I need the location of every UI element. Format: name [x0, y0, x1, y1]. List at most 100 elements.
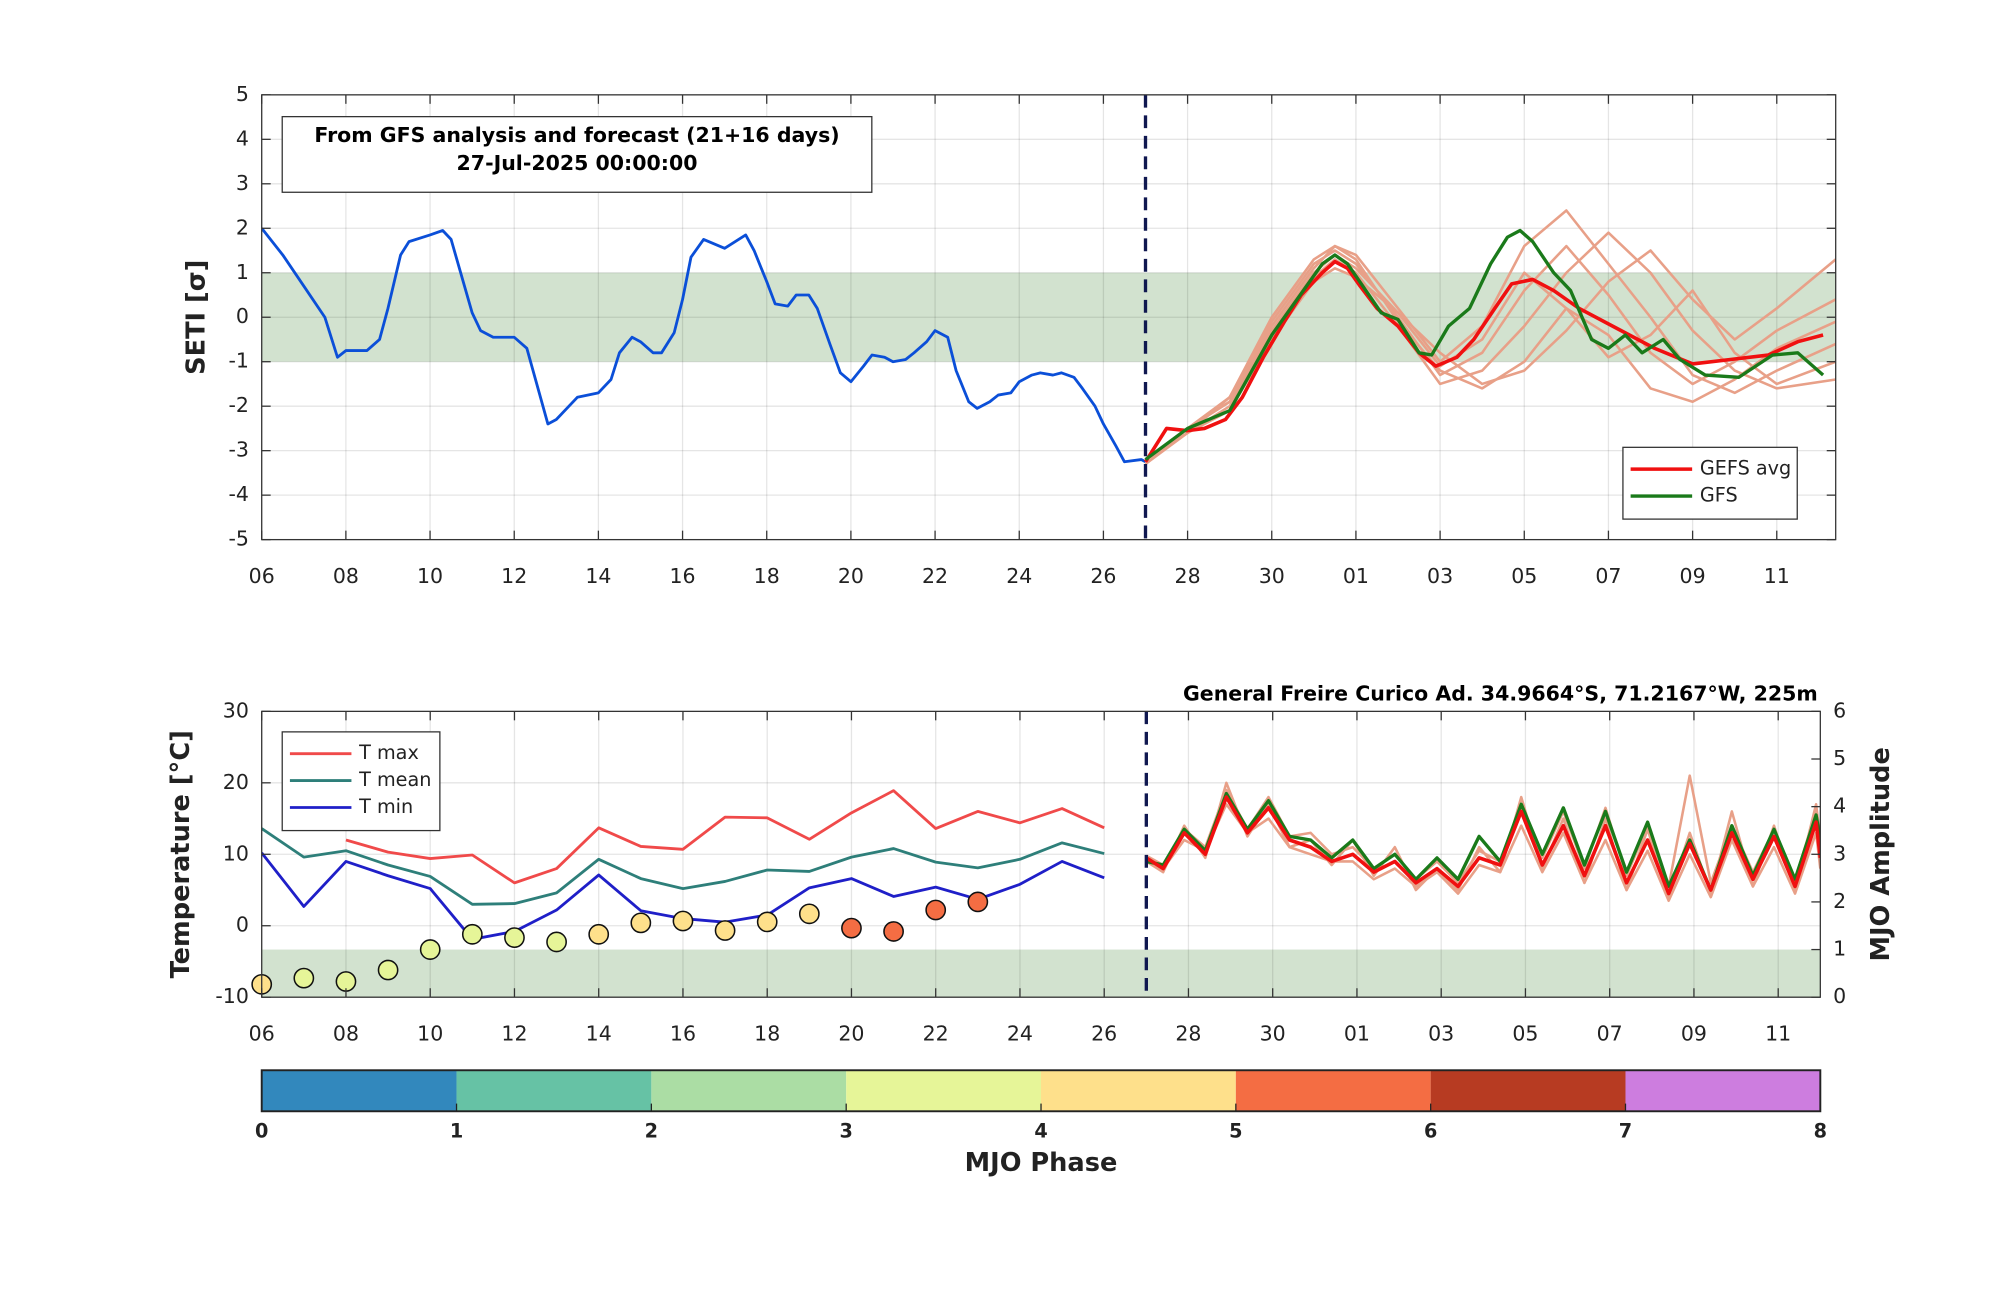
series-line	[1145, 802, 1821, 903]
x-tick-label: 07	[1595, 564, 1621, 588]
x-tick-label: 06	[249, 1021, 275, 1045]
mjo-dot	[798, 903, 820, 925]
x-tick-label: 11	[1764, 564, 1790, 588]
series-layer	[261, 774, 1821, 941]
x-tick-label: 30	[1260, 1021, 1286, 1045]
mjo-dot	[419, 939, 441, 960]
x-tick-label: 18	[754, 1021, 780, 1045]
x-tick-label: 01	[1344, 1021, 1370, 1045]
x-tick-label: 09	[1681, 1021, 1707, 1045]
colorbar-segment	[1430, 1070, 1626, 1112]
colorbar-segment	[1041, 1070, 1236, 1112]
legend-label: T max	[358, 741, 419, 764]
x-tick-label: 11	[1765, 1021, 1791, 1045]
x-tick-label: 20	[838, 1021, 864, 1045]
series-line	[1144, 209, 1836, 465]
colorbar-tick-label: 3	[840, 1119, 853, 1142]
legend-label: GFS	[1700, 484, 1738, 507]
mjo-dot	[335, 971, 357, 992]
colorbar-label: MJO Phase	[965, 1148, 1118, 1178]
x-tick-label: 03	[1427, 564, 1453, 588]
series-line	[1144, 228, 1825, 461]
y-tick-label: 1	[236, 260, 249, 284]
y-tick-label: -5	[228, 527, 248, 551]
x-tick-label: 20	[838, 564, 864, 588]
x-tick-label: 30	[1259, 564, 1285, 588]
mjo-dot	[293, 967, 315, 989]
annotation-text: 27-Jul-2025 00:00:00	[457, 151, 698, 175]
colorbar-segment	[261, 1070, 457, 1112]
series-line	[1144, 249, 1836, 461]
mjo-dot	[756, 911, 778, 933]
series-line	[261, 227, 1147, 464]
mjo-dot	[967, 891, 989, 913]
y-tick-label: 0	[236, 304, 249, 328]
series-line	[261, 827, 1105, 906]
legend-label: T mean	[358, 768, 431, 791]
mjo-dot	[841, 917, 862, 939]
y-tick-label: -2	[228, 393, 248, 417]
series-line	[1145, 795, 1821, 896]
mjo-dot	[630, 912, 652, 934]
x-tick-label: 24	[1007, 1021, 1033, 1045]
legend-label: GEFS avg	[1700, 457, 1791, 480]
y2-tick-label: 4	[1833, 794, 1846, 818]
legend-box	[1622, 446, 1798, 520]
y-tick-label: 2	[236, 215, 249, 239]
y-tick-label: 20	[223, 770, 249, 794]
colorbar-segment	[1625, 1070, 1821, 1112]
legend-label: T min	[358, 795, 413, 818]
colorbar-tick-label: 2	[645, 1119, 658, 1142]
x-tick-label: 06	[249, 564, 275, 588]
y2-tick-label: 5	[1833, 746, 1846, 770]
mjo-dot	[546, 931, 567, 953]
x-tick-label: 22	[922, 564, 948, 588]
series-layer	[261, 209, 1836, 466]
x-tick-label: 10	[417, 564, 443, 588]
y-tick-label: -10	[215, 984, 248, 1008]
colorbar-segment	[456, 1070, 652, 1112]
colorbar-segment	[651, 1070, 847, 1112]
colorbar-tick-label: 6	[1424, 1119, 1437, 1142]
y-tick-label: 10	[223, 841, 249, 865]
x-tick-label: 14	[585, 564, 611, 588]
colorbar-tick-label: 8	[1814, 1119, 1827, 1142]
x-tick-label: 26	[1090, 564, 1116, 588]
annotation-text: From GFS analysis and forecast (21+16 da…	[314, 123, 839, 147]
x-tick-label: 16	[670, 564, 696, 588]
x-tick-label: 26	[1091, 1021, 1117, 1045]
colorbar-tick-label: 1	[450, 1119, 463, 1142]
series-line	[1144, 244, 1836, 466]
x-tick-label: 28	[1175, 564, 1201, 588]
x-tick-label: 08	[333, 1021, 359, 1045]
colorbar-segment	[1235, 1070, 1431, 1112]
y-tick-label: 5	[236, 82, 249, 106]
y-tick-label: 4	[236, 126, 249, 150]
x-tick-label: 12	[501, 564, 527, 588]
y-tick-label: 3	[236, 171, 249, 195]
x-tick-label: 22	[923, 1021, 949, 1045]
shaded-band	[261, 949, 1821, 998]
x-tick-label: 05	[1512, 1021, 1538, 1045]
colorbar-tick-label: 4	[1034, 1119, 1047, 1142]
y-tick-label: -3	[228, 438, 248, 462]
mjo-dot	[925, 899, 947, 921]
x-tick-label: 08	[333, 564, 359, 588]
x-tick-label: 24	[1006, 564, 1032, 588]
x-tick-label: 07	[1597, 1021, 1623, 1045]
x-tick-label: 03	[1428, 1021, 1454, 1045]
colorbar-tick-label: 0	[255, 1119, 268, 1142]
x-tick-label: 12	[501, 1021, 527, 1045]
series-line	[1144, 244, 1836, 461]
y2-tick-label: 1	[1833, 937, 1846, 961]
mjo-dot	[588, 923, 610, 945]
x-tick-label: 18	[754, 564, 780, 588]
y2-axis-label: MJO Amplitude	[1866, 747, 1896, 961]
mjo-dot	[672, 910, 694, 932]
x-tick-label: 28	[1175, 1021, 1201, 1045]
x-tick-label: 16	[670, 1021, 696, 1045]
mjo-dot	[714, 920, 736, 941]
y-tick-label: 0	[236, 913, 249, 937]
